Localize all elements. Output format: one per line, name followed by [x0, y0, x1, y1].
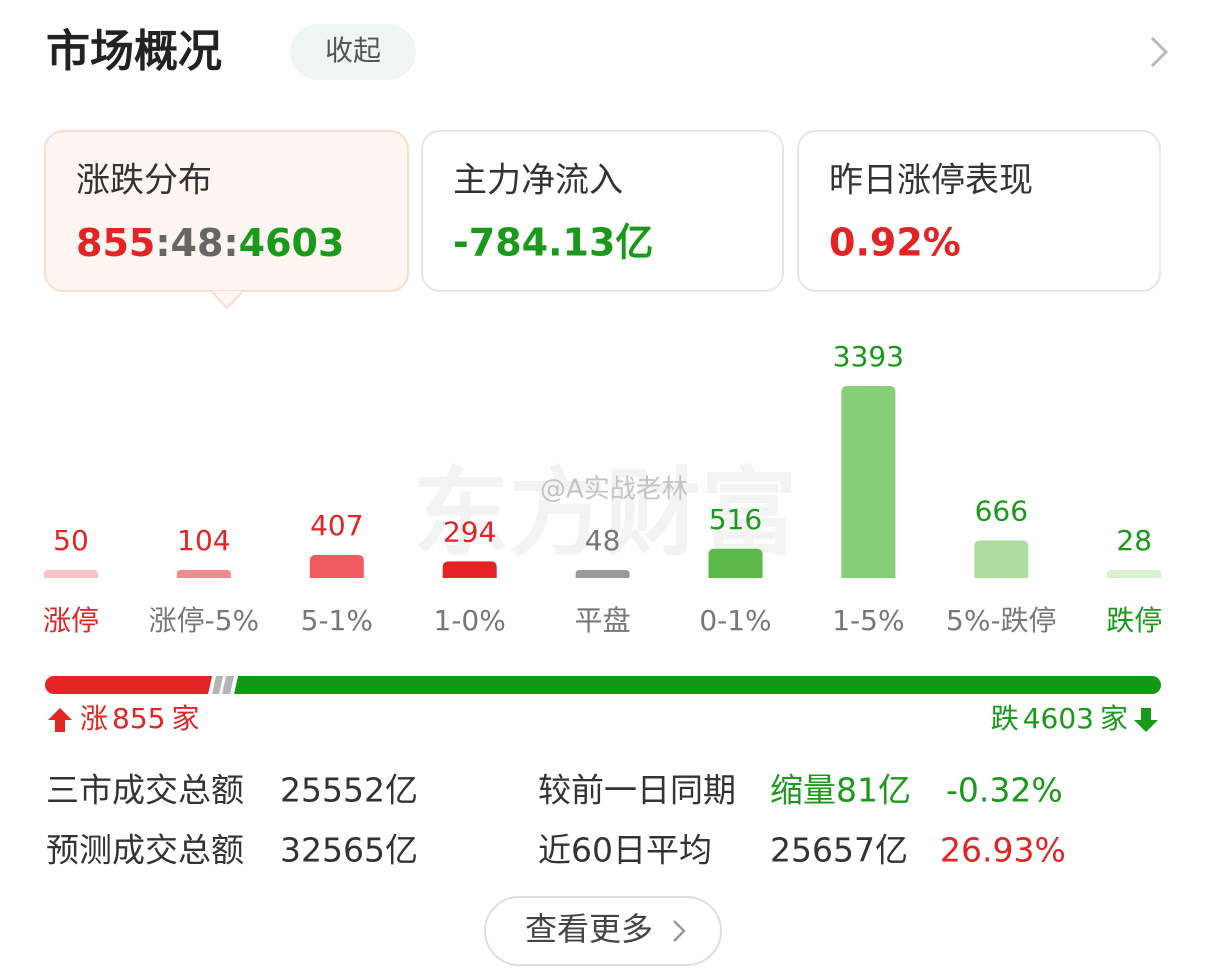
summary-label: 较前一日同期 [538, 771, 736, 810]
separator: : [155, 221, 170, 265]
card-title: 涨跌分布 [76, 161, 212, 201]
more-chevron[interactable] [1150, 36, 1169, 68]
card[interactable] [797, 130, 1161, 292]
value-label: 516 [709, 503, 762, 536]
bar [575, 570, 630, 578]
value-label: 50 [53, 524, 89, 557]
bar [309, 554, 364, 578]
unit: 家 [1100, 702, 1128, 735]
up-label: 涨 [80, 702, 108, 735]
summary-value: 缩量81亿 [770, 771, 911, 810]
bar [841, 386, 896, 578]
category-label: 1-5% [832, 604, 904, 637]
unit: 家 [171, 702, 199, 735]
down-arrow [1134, 708, 1158, 732]
up-summary: 涨 855 家 [80, 702, 199, 735]
category-label: 平盘 [575, 604, 631, 637]
down-count: 4603 [239, 221, 345, 265]
up-segment [45, 676, 213, 694]
up-arrow [48, 708, 72, 732]
bar [708, 548, 763, 578]
breadth-bar [45, 676, 1161, 694]
flat-count: 48 [171, 221, 224, 265]
value-label: 3393 [833, 340, 904, 373]
bar [974, 540, 1029, 578]
bar [1107, 570, 1162, 578]
summary-value: 32565亿 [280, 831, 418, 870]
card-value: -784.13亿 [453, 221, 653, 265]
value-label: 28 [1116, 524, 1152, 557]
category-label: 5%-跌停 [946, 604, 1057, 637]
summary-change: -0.32% [946, 771, 1063, 810]
toggle-button[interactable] [290, 24, 416, 80]
up-count: 855 [76, 221, 155, 265]
bar [176, 570, 231, 578]
summary-value: 25657亿 [770, 831, 908, 870]
title: 市场概况 [46, 26, 222, 77]
value-label: 48 [585, 524, 621, 557]
flat-segment [212, 676, 235, 694]
card-pointer-edge [211, 291, 243, 310]
category-label: 涨停 [43, 604, 99, 637]
category-label: 0-1% [699, 604, 771, 637]
summary-change: 26.93% [940, 831, 1066, 870]
more-button[interactable] [484, 896, 722, 966]
value-label: 407 [310, 509, 363, 542]
more-button-label: 查看更多 [525, 910, 653, 948]
card-value: 0.92% [829, 221, 961, 265]
summary-value: 25552亿 [280, 771, 418, 810]
card[interactable] [421, 130, 784, 292]
card-value: 855:48:4603 [76, 221, 344, 265]
value-label: 666 [975, 494, 1028, 527]
summary-label: 近60日平均 [538, 831, 712, 870]
category-label: 1-0% [434, 604, 506, 637]
card-title: 昨日涨停表现 [829, 161, 1033, 201]
down-segment [234, 676, 1161, 694]
down-label: 跌 [991, 702, 1019, 735]
summary-label: 预测成交总额 [46, 831, 244, 870]
more-chevron [673, 920, 686, 942]
card-pointer [212, 291, 242, 308]
toggle-label: 收起 [325, 34, 381, 67]
category-label: 跌停 [1106, 604, 1162, 637]
value-label: 294 [443, 515, 496, 548]
down-summary: 跌 4603 家 [991, 702, 1128, 735]
card[interactable] [44, 130, 409, 292]
down-count: 4603 [1023, 702, 1094, 735]
value-label: 104 [177, 524, 230, 557]
category-label: 5-1% [301, 604, 373, 637]
watermark-author: @A实战老林 [540, 475, 688, 505]
card-title: 主力净流入 [453, 161, 623, 201]
up-count: 855 [112, 702, 165, 735]
separator: : [223, 221, 238, 265]
category-label: 涨停-5% [149, 604, 260, 637]
summary-label: 三市成交总额 [46, 771, 244, 810]
bar [44, 570, 98, 578]
bar [442, 561, 497, 578]
